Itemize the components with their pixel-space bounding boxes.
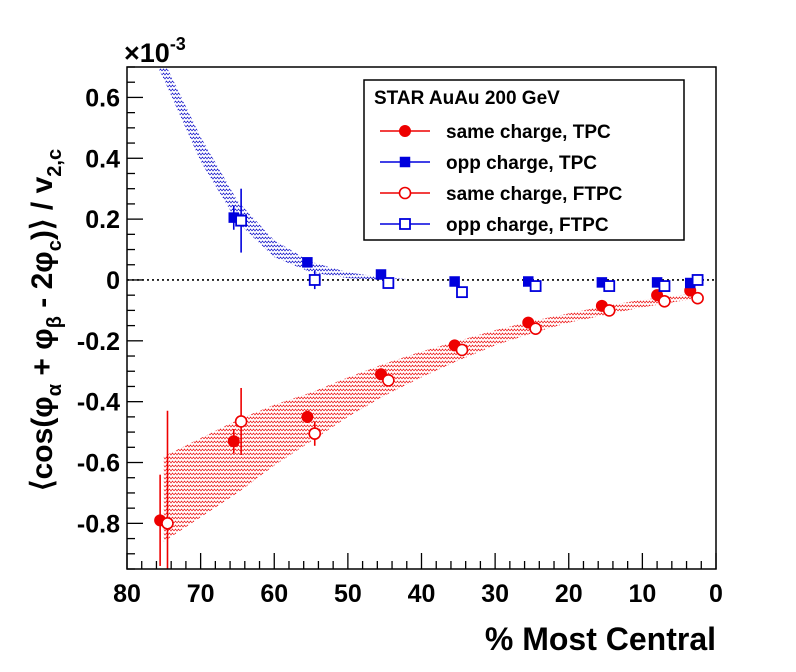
data-point (308, 427, 322, 440)
x-axis-title: % Most Central (485, 621, 716, 657)
y-tick-label: 0.2 (85, 206, 120, 234)
band-0 (157, 67, 422, 280)
y-multiplier: ×10-3 (124, 34, 186, 68)
legend-label: opp charge, TPC (446, 153, 597, 174)
legend-marker (399, 218, 411, 230)
data-point (602, 304, 616, 317)
legend-box (363, 79, 685, 241)
legend: STAR AuAu 200 GeV same charge, TPC opp ch… (363, 79, 685, 241)
data-point (161, 517, 174, 530)
data-point (658, 280, 671, 292)
data-point (382, 374, 395, 387)
data-point (691, 291, 704, 305)
x-tick-label: 60 (260, 580, 288, 608)
data-point (455, 343, 469, 357)
systematic-bands (157, 67, 698, 542)
y-axis: -0.8 -0.6 -0.4 -0.2 0 0.2 0.4 0.6 (77, 66, 143, 570)
data-point (234, 415, 248, 428)
legend-title: STAR AuAu 200 GeV (374, 88, 560, 109)
data-point (449, 276, 460, 287)
y-tick-label: 0 (106, 267, 120, 295)
data-point (308, 274, 321, 286)
data-point (456, 286, 468, 299)
legend-marker (398, 186, 412, 200)
legend-marker (399, 156, 411, 168)
legend-entry: same charge, FTPC (380, 184, 623, 205)
series-0 (154, 284, 697, 566)
y-axis-title: ⟨cos(φα + φβ - 2φc)⟩ / v2,c (26, 149, 66, 491)
data-point (235, 214, 248, 227)
data-point (658, 294, 671, 308)
x-axis: 80 70 60 50 40 30 20 10 0 (113, 553, 723, 608)
data-point (529, 280, 542, 292)
legend-entry: opp charge, FTPC (380, 215, 609, 236)
x-tick-label: 80 (113, 580, 141, 608)
data-point (227, 435, 240, 448)
x-tick-label: 30 (481, 580, 509, 608)
series-3 (235, 188, 704, 299)
legend-entry: same charge, TPC (380, 122, 611, 143)
data-point (302, 257, 313, 268)
x-tick-label: 50 (334, 580, 362, 608)
x-tick-label: 70 (187, 580, 215, 608)
x-tick-label: 40 (408, 580, 436, 608)
x-tick-label: 0 (709, 580, 723, 608)
data-point (382, 277, 395, 289)
legend-label: opp charge, FTPC (446, 215, 609, 236)
legend-entry: opp charge, TPC (380, 153, 597, 174)
data-markers (154, 188, 704, 569)
y-tick-label: 0.4 (85, 145, 120, 173)
legend-label: same charge, FTPC (446, 184, 623, 205)
data-point (603, 280, 616, 292)
band-1 (163, 293, 698, 542)
legend-label: same charge, TPC (446, 122, 611, 143)
data-point (375, 269, 387, 280)
y-tick-label: -0.4 (77, 389, 120, 417)
legend-marker (398, 125, 411, 138)
data-point (301, 410, 314, 423)
series-2 (161, 291, 704, 569)
y-tick-label: -0.2 (77, 328, 120, 356)
y-tick-label: 0.6 (85, 84, 120, 112)
data-point (529, 322, 542, 335)
x-tick-label: 10 (628, 580, 656, 608)
x-tick-label: 20 (555, 580, 583, 608)
y-tick-label: -0.8 (77, 510, 120, 538)
data-point (691, 274, 704, 286)
y-tick-label: -0.6 (77, 450, 120, 478)
